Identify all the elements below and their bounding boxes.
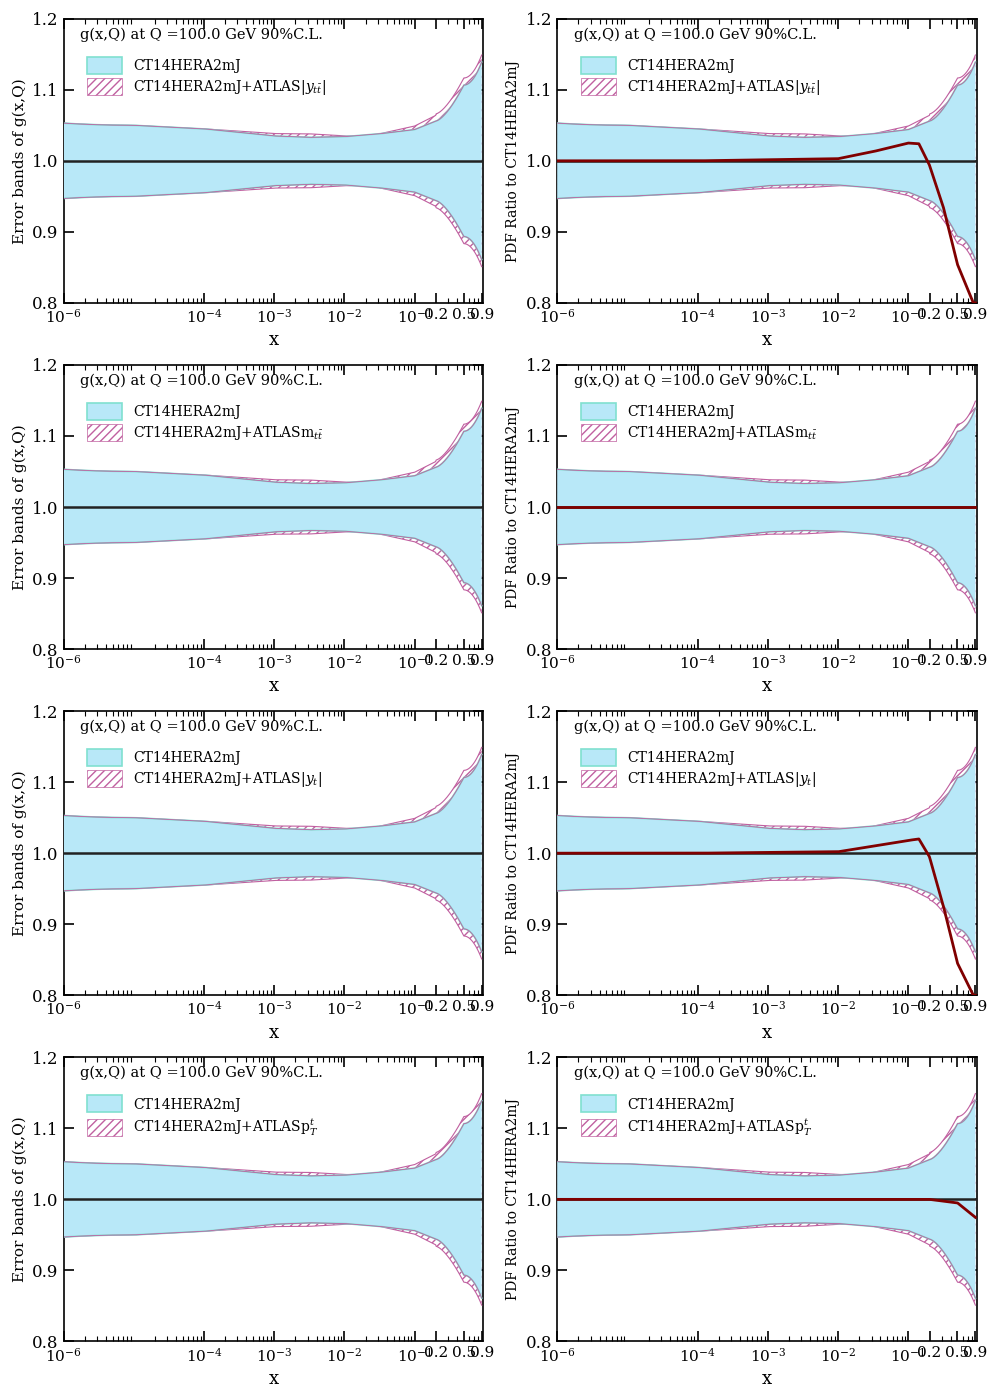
Y-axis label: Error bands of g(x,Q): Error bands of g(x,Q) xyxy=(12,1116,27,1282)
Y-axis label: PDF Ratio to CT14HERA2mJ: PDF Ratio to CT14HERA2mJ xyxy=(506,406,520,608)
Y-axis label: PDF Ratio to CT14HERA2mJ: PDF Ratio to CT14HERA2mJ xyxy=(506,1099,520,1301)
Y-axis label: Error bands of g(x,Q): Error bands of g(x,Q) xyxy=(12,78,27,244)
Y-axis label: Error bands of g(x,Q): Error bands of g(x,Q) xyxy=(12,770,27,937)
Text: g(x,Q) at Q =100.0 GeV 90%C.L.: g(x,Q) at Q =100.0 GeV 90%C.L. xyxy=(80,720,323,734)
Legend: CT14HERA2mJ, CT14HERA2mJ+ATLAS$|y_{t\bar{t}}|$: CT14HERA2mJ, CT14HERA2mJ+ATLAS$|y_{t\bar… xyxy=(87,57,326,97)
Text: g(x,Q) at Q =100.0 GeV 90%C.L.: g(x,Q) at Q =100.0 GeV 90%C.L. xyxy=(574,1065,817,1081)
Y-axis label: Error bands of g(x,Q): Error bands of g(x,Q) xyxy=(12,424,27,589)
X-axis label: x: x xyxy=(762,678,772,696)
X-axis label: x: x xyxy=(762,1023,772,1042)
X-axis label: x: x xyxy=(268,1023,278,1042)
Legend: CT14HERA2mJ, CT14HERA2mJ+ATLAS$|y_t|$: CT14HERA2mJ, CT14HERA2mJ+ATLAS$|y_t|$ xyxy=(87,749,322,790)
X-axis label: x: x xyxy=(268,1369,278,1387)
Legend: CT14HERA2mJ, CT14HERA2mJ+ATLAS$|y_{t\bar{t}}|$: CT14HERA2mJ, CT14HERA2mJ+ATLAS$|y_{t\bar… xyxy=(581,57,820,97)
Y-axis label: PDF Ratio to CT14HERA2mJ: PDF Ratio to CT14HERA2mJ xyxy=(506,60,520,262)
Y-axis label: PDF Ratio to CT14HERA2mJ: PDF Ratio to CT14HERA2mJ xyxy=(506,752,520,955)
X-axis label: x: x xyxy=(762,1369,772,1387)
Legend: CT14HERA2mJ, CT14HERA2mJ+ATLASp$_T^t$: CT14HERA2mJ, CT14HERA2mJ+ATLASp$_T^t$ xyxy=(581,1095,812,1138)
Text: g(x,Q) at Q =100.0 GeV 90%C.L.: g(x,Q) at Q =100.0 GeV 90%C.L. xyxy=(574,374,817,388)
Legend: CT14HERA2mJ, CT14HERA2mJ+ATLAS$|y_t|$: CT14HERA2mJ, CT14HERA2mJ+ATLAS$|y_t|$ xyxy=(581,749,816,790)
Legend: CT14HERA2mJ, CT14HERA2mJ+ATLASp$_T^t$: CT14HERA2mJ, CT14HERA2mJ+ATLASp$_T^t$ xyxy=(87,1095,319,1138)
Legend: CT14HERA2mJ, CT14HERA2mJ+ATLASm$_{t\bar{t}}$: CT14HERA2mJ, CT14HERA2mJ+ATLASm$_{t\bar{… xyxy=(581,403,817,442)
X-axis label: x: x xyxy=(268,332,278,349)
X-axis label: x: x xyxy=(268,678,278,696)
Text: g(x,Q) at Q =100.0 GeV 90%C.L.: g(x,Q) at Q =100.0 GeV 90%C.L. xyxy=(80,27,323,42)
X-axis label: x: x xyxy=(762,332,772,349)
Text: g(x,Q) at Q =100.0 GeV 90%C.L.: g(x,Q) at Q =100.0 GeV 90%C.L. xyxy=(574,27,817,42)
Text: g(x,Q) at Q =100.0 GeV 90%C.L.: g(x,Q) at Q =100.0 GeV 90%C.L. xyxy=(574,720,817,734)
Text: g(x,Q) at Q =100.0 GeV 90%C.L.: g(x,Q) at Q =100.0 GeV 90%C.L. xyxy=(80,374,323,388)
Text: g(x,Q) at Q =100.0 GeV 90%C.L.: g(x,Q) at Q =100.0 GeV 90%C.L. xyxy=(80,1065,323,1081)
Legend: CT14HERA2mJ, CT14HERA2mJ+ATLASm$_{t\bar{t}}$: CT14HERA2mJ, CT14HERA2mJ+ATLASm$_{t\bar{… xyxy=(87,403,324,442)
